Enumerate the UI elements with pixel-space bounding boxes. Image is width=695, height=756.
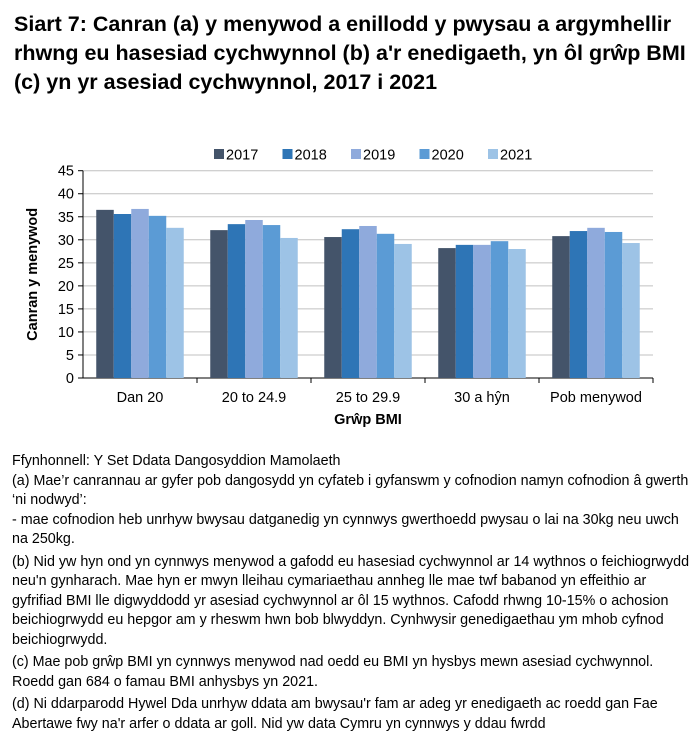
note-d: (d) Ni ddarparodd Hywel Dda unrhyw ddata… — [12, 696, 658, 732]
bar-2021-3 — [508, 249, 526, 378]
note-source: Ffynhonnell: Y Set Ddata Dangosyddion Ma… — [12, 453, 689, 547]
legend-label-2021: 2021 — [500, 148, 532, 164]
legend-swatch-2017 — [214, 149, 224, 159]
bar-2017-3 — [438, 248, 456, 378]
bar-chart: 0 5 10 15 20 25 30 35 40 45 Dan 20 20 to 24.9 25 to … — [25, 148, 654, 428]
chart-title: Siart 7: Canran (a) y menywod a enillodd… — [14, 12, 686, 94]
bar-2019-2 — [359, 225, 377, 378]
y-tick-label: 35 — [58, 210, 74, 226]
bar-2021-4 — [622, 243, 640, 378]
bar-2017-4 — [552, 236, 570, 378]
x-tick-label: Dan 20 — [117, 390, 164, 406]
legend-swatch-2021 — [488, 149, 498, 159]
legend-swatch-2018 — [282, 149, 293, 159]
bar-2020-3 — [490, 241, 509, 378]
bar-2021-1 — [280, 237, 298, 378]
legend-swatch-2020 — [419, 149, 430, 159]
y-tick-label: 5 — [66, 348, 74, 364]
bar-2021-2 — [394, 243, 412, 378]
y-tick-label: 20 — [58, 279, 74, 295]
y-tick-label: 30 — [58, 233, 74, 249]
y-tick-label: 40 — [58, 187, 74, 203]
x-tick-label: 30 a hŷn — [454, 390, 510, 406]
y-tick-label: 10 — [58, 325, 74, 341]
y-tick-label: 15 — [58, 302, 74, 318]
y-axis-title: Canran y menywod — [25, 208, 41, 341]
bar-2018-0 — [113, 214, 132, 378]
bar-2020-0 — [148, 215, 167, 378]
x-tick-label: 25 to 29.9 — [336, 390, 401, 406]
legend-label-2018: 2018 — [295, 148, 327, 164]
bar-2019-1 — [245, 219, 263, 378]
bar-2019-3 — [473, 244, 491, 378]
bar-2021-0 — [166, 227, 184, 378]
bar-2017-0 — [96, 209, 114, 378]
y-tick-label: 25 — [58, 256, 74, 272]
footnotes: Ffynhonnell: Y Set Ddata Dangosyddion Ma… — [12, 452, 692, 737]
bar-2019-0 — [131, 208, 149, 378]
y-tick-label: 45 — [58, 164, 74, 180]
bar-2017-1 — [210, 230, 228, 378]
bar-2018-2 — [341, 229, 360, 378]
x-tick-label: Pob menywod — [550, 390, 642, 406]
bar-2018-1 — [227, 224, 246, 378]
y-tick-label: 0 — [66, 371, 74, 387]
legend-swatch-2019 — [351, 149, 361, 159]
bar-2018-4 — [569, 231, 588, 378]
bar-2020-1 — [262, 225, 281, 378]
x-axis-title: Grŵp BMI — [334, 412, 402, 428]
legend-label-2020: 2020 — [432, 148, 464, 164]
bar-2017-2 — [324, 237, 342, 378]
legend-label-2019: 2019 — [363, 148, 395, 164]
bar-2018-3 — [455, 244, 474, 378]
bar-2020-2 — [376, 233, 395, 378]
legend-label-2017: 2017 — [226, 148, 258, 164]
x-tick-label: 20 to 24.9 — [222, 390, 287, 406]
bar-2019-4 — [587, 227, 605, 378]
note-b: (b) Nid yw hyn ond yn cynnwys menywod a … — [12, 553, 690, 648]
note-c: (c) Mae pob grŵp BMI yn cynnwys menywod … — [12, 654, 654, 690]
bar-2020-4 — [604, 231, 623, 378]
